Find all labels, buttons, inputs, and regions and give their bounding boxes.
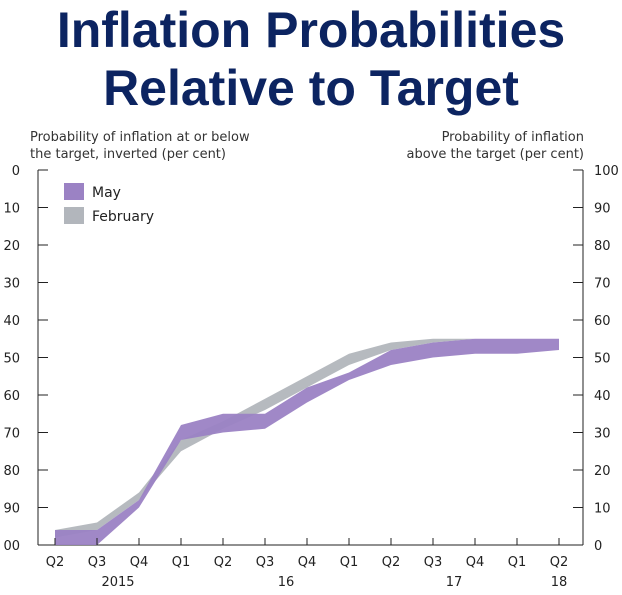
x-year-label: 17 <box>446 575 463 590</box>
x-tick-label: Q1 <box>340 555 359 570</box>
x-year-label: 16 <box>278 575 295 590</box>
x-tick-label: Q2 <box>382 555 401 570</box>
legend-label-may: May <box>92 185 121 201</box>
x-tick-label: Q1 <box>172 555 191 570</box>
left-tick-label: 60 <box>3 389 20 404</box>
left-tick-label: 70 <box>3 427 20 442</box>
may-band <box>55 338 559 545</box>
left-axis-title-line-1: Probability of inflation at or below <box>30 130 250 145</box>
left-tick-label: 80 <box>3 464 20 479</box>
x-year-label: 2015 <box>101 575 134 590</box>
right-tick-label: 70 <box>594 277 611 292</box>
left-tick-label: 0 <box>12 164 20 179</box>
x-tick-label: Q4 <box>466 555 485 570</box>
x-tick-label: Q4 <box>298 555 317 570</box>
chart-headline-line-2: Relative to Target <box>103 60 519 116</box>
right-tick-label: 50 <box>594 352 611 367</box>
x-tick-label: Q2 <box>214 555 233 570</box>
x-year-label: 18 <box>551 575 568 590</box>
x-tick-label: Q2 <box>550 555 569 570</box>
right-tick-label: 80 <box>594 239 611 254</box>
legend-swatch-may <box>64 183 84 200</box>
right-axis-title-line-1: Probability of inflation <box>441 130 584 145</box>
right-tick-label: 10 <box>594 502 611 517</box>
february-band <box>55 338 517 538</box>
x-tick-label: Q3 <box>88 555 107 570</box>
right-tick-label: 90 <box>594 202 611 217</box>
right-tick-label: 30 <box>594 427 611 442</box>
x-tick-label: Q3 <box>256 555 275 570</box>
right-axis-title-line-2: above the target (per cent) <box>406 147 584 162</box>
x-tick-label: Q2 <box>46 555 65 570</box>
legend-label-february: February <box>92 209 154 225</box>
x-tick-label: Q4 <box>130 555 149 570</box>
x-tick-label: Q1 <box>508 555 527 570</box>
legend-swatch-february <box>64 207 84 224</box>
left-tick-label: 50 <box>3 352 20 367</box>
left-tick-label: 40 <box>3 314 20 329</box>
left-tick-label: 10 <box>3 202 20 217</box>
right-axis-title: Probability of inflation above the targe… <box>407 129 584 163</box>
right-tick-label: 0 <box>594 539 602 554</box>
left-tick-label: 90 <box>3 502 20 517</box>
left-tick-label: 30 <box>3 277 20 292</box>
left-tick-label: 20 <box>3 239 20 254</box>
right-tick-label: 40 <box>594 389 611 404</box>
chart-headline-line-1: Inflation Probabilities <box>56 2 566 58</box>
right-tick-label: 20 <box>594 464 611 479</box>
right-tick-label: 60 <box>594 314 611 329</box>
x-tick-label: Q3 <box>424 555 443 570</box>
left-tick-label: 00 <box>3 539 20 554</box>
left-axis-title-line-2: the target, inverted (per cent) <box>30 147 226 162</box>
right-tick-label: 100 <box>594 164 619 179</box>
left-axis-title: Probability of inflation at or below the… <box>30 129 250 163</box>
